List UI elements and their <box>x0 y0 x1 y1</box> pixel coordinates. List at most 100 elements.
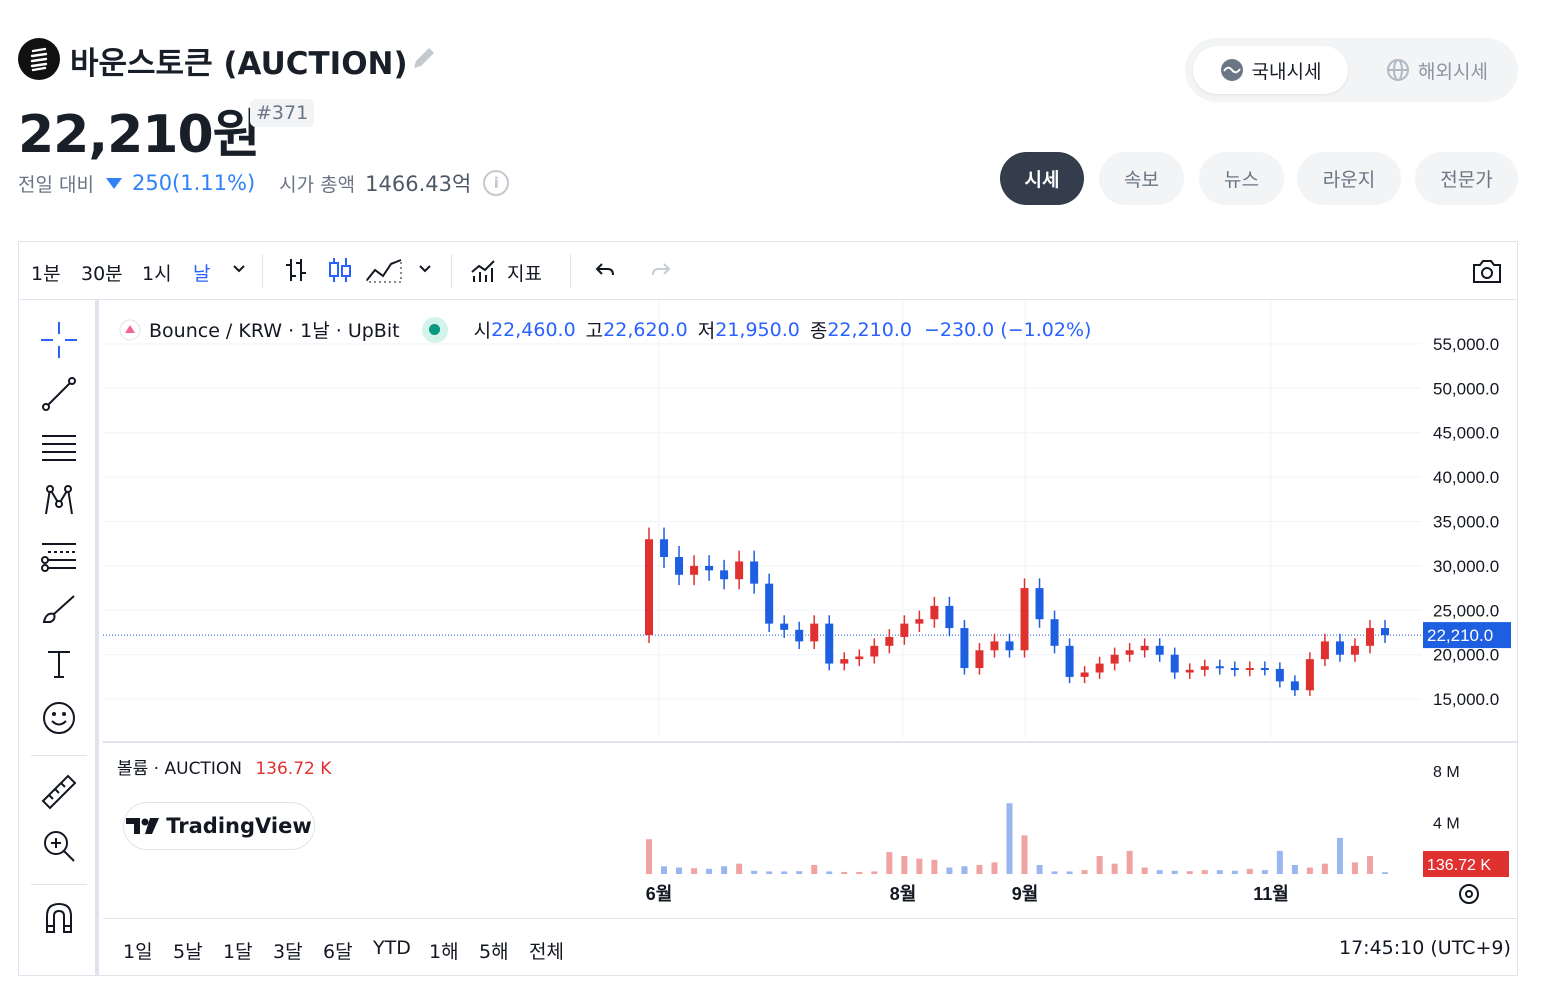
range-bar: 1일 5날 1달 3달 6달 YTD 1해 5해 전체 17:45:10 (UT… <box>103 918 1517 976</box>
price-tag-bg <box>1423 622 1511 649</box>
volume-bar <box>1171 870 1178 874</box>
domestic-icon <box>1220 59 1243 81</box>
interval-30m[interactable]: 30분 <box>81 263 123 285</box>
symbol-logo-icon <box>119 319 141 340</box>
volume-bar <box>826 871 833 874</box>
volume-bar <box>1291 864 1298 874</box>
price-tick-label: 35,000.0 <box>1433 513 1499 532</box>
volume-bar <box>1141 867 1148 874</box>
candle-body <box>675 557 684 575</box>
area-chart-icon[interactable] <box>365 256 403 289</box>
candle-body <box>750 561 759 584</box>
tab-breaking[interactable]: 속보 <box>1099 152 1184 205</box>
triangle-down-icon <box>105 177 122 189</box>
open-value: 22,460.0 <box>491 318 576 341</box>
interval-dropdown-icon[interactable] <box>231 256 247 285</box>
candle-body <box>930 605 939 620</box>
candle-body <box>645 539 653 636</box>
interval-1h[interactable]: 1시 <box>142 263 172 285</box>
interval-1m[interactable]: 1분 <box>31 263 61 285</box>
volume-bar <box>976 864 983 874</box>
trend-line-icon[interactable] <box>39 374 79 414</box>
clock[interactable]: 17:45:10 (UTC+9) <box>1339 937 1511 959</box>
time-tick-label: 11월 <box>1253 884 1289 904</box>
candle-body <box>1185 669 1194 673</box>
emoji-icon[interactable] <box>39 698 79 738</box>
chart-plot-area[interactable]: 55,000.0 50,000.0 45,000.0 40,000.0 35,000.0… <box>103 300 1517 976</box>
chart-legend: Bounce / KRW · 1날 · UpBit 시 22,460.0 고 22,… <box>119 316 1091 343</box>
price-tick-label: 40,000.0 <box>1433 468 1499 487</box>
volume-bar <box>946 867 953 874</box>
candle-body <box>1245 668 1254 671</box>
volume-bar <box>1201 870 1208 874</box>
candle-body <box>1080 672 1089 677</box>
range-all[interactable]: 전체 <box>529 941 564 963</box>
bar-chart-icon[interactable] <box>283 256 309 289</box>
range-6m[interactable]: 6달 <box>323 941 353 963</box>
candle-body <box>975 650 984 669</box>
tab-lounge[interactable]: 라운지 <box>1297 152 1401 205</box>
range-1d[interactable]: 1일 <box>123 941 153 963</box>
candle-body <box>1065 645 1074 677</box>
price-tick-label: 55,000.0 <box>1433 335 1499 354</box>
zoom-in-icon[interactable] <box>39 826 79 866</box>
tradingview-logo[interactable]: TradingView <box>123 802 315 850</box>
indicators-label[interactable]: 지표 <box>507 263 542 285</box>
candle-body <box>825 623 834 664</box>
tab-price[interactable]: 시세 <box>1000 152 1084 205</box>
range-1y[interactable]: 1해 <box>429 941 459 963</box>
volume-bar <box>676 867 683 874</box>
volume-bar <box>1051 871 1058 874</box>
candle-chart-icon[interactable] <box>327 256 353 289</box>
candle-body <box>840 659 849 664</box>
fib-tool-icon[interactable] <box>39 536 79 576</box>
text-tool-icon[interactable] <box>39 644 79 684</box>
tab-news[interactable]: 뉴스 <box>1199 152 1284 205</box>
tab-expert[interactable]: 전문가 <box>1415 152 1518 205</box>
volume-label: 볼륨 · AUCTION <box>117 759 242 779</box>
ruler-icon[interactable] <box>39 772 79 812</box>
volume-value: 136.72 K <box>255 759 332 779</box>
volume-bar <box>661 866 668 874</box>
symbol-label[interactable]: Bounce / KRW · 1날 · UpBit <box>149 320 400 342</box>
range-1m[interactable]: 1달 <box>223 941 253 963</box>
candle-body <box>1050 619 1059 646</box>
indicators-icon[interactable] <box>469 256 497 289</box>
crosshair-icon[interactable] <box>39 320 79 360</box>
chart-type-dropdown-icon[interactable] <box>417 256 433 285</box>
undo-icon[interactable] <box>593 258 617 287</box>
overseas-price-label: 해외시세 <box>1418 60 1488 83</box>
price-tick-label: 30,000.0 <box>1433 557 1499 576</box>
price-tick-label: 20,000.0 <box>1433 646 1499 665</box>
volume-bar <box>916 858 923 874</box>
volume-tag-bg <box>1423 851 1509 877</box>
candlestick-chart[interactable]: 55,000.0 50,000.0 45,000.0 40,000.0 35,000.0… <box>103 300 1517 918</box>
edit-pencil-icon[interactable] <box>408 42 440 78</box>
range-5d[interactable]: 5날 <box>173 941 203 963</box>
redo-icon[interactable] <box>649 258 673 287</box>
price-tick-label: 50,000.0 <box>1433 379 1499 398</box>
domestic-price-button[interactable]: 국내시세 <box>1193 46 1348 94</box>
interval-day[interactable]: 날 <box>193 263 211 285</box>
change-value-legend: −230.0 (−1.02%) <box>923 318 1092 341</box>
pattern-tool-icon[interactable] <box>39 482 79 522</box>
range-ytd[interactable]: YTD <box>373 937 411 959</box>
volume-bar <box>1382 872 1388 874</box>
info-icon[interactable]: i <box>483 170 510 196</box>
brush-icon[interactable] <box>39 590 79 630</box>
volume-legend: 볼륨 · AUCTION 136.72 K <box>117 754 331 779</box>
volume-bar <box>1306 867 1313 874</box>
candle-body <box>1035 588 1044 620</box>
camera-icon[interactable] <box>1471 257 1503 290</box>
magnet-icon[interactable] <box>39 898 79 938</box>
horizontal-lines-icon[interactable] <box>39 428 79 468</box>
close-value: 22,210.0 <box>827 318 912 341</box>
range-3m[interactable]: 3달 <box>273 941 303 963</box>
volume-tick-label: 4 M <box>1433 816 1460 833</box>
volume-bar <box>781 871 788 874</box>
range-5y[interactable]: 5해 <box>479 941 509 963</box>
tradingview-label: TradingView <box>166 814 312 838</box>
low-label: 저 <box>697 320 716 342</box>
overseas-price-button[interactable]: 해외시세 <box>1363 46 1511 94</box>
low-value: 21,950.0 <box>715 318 800 341</box>
